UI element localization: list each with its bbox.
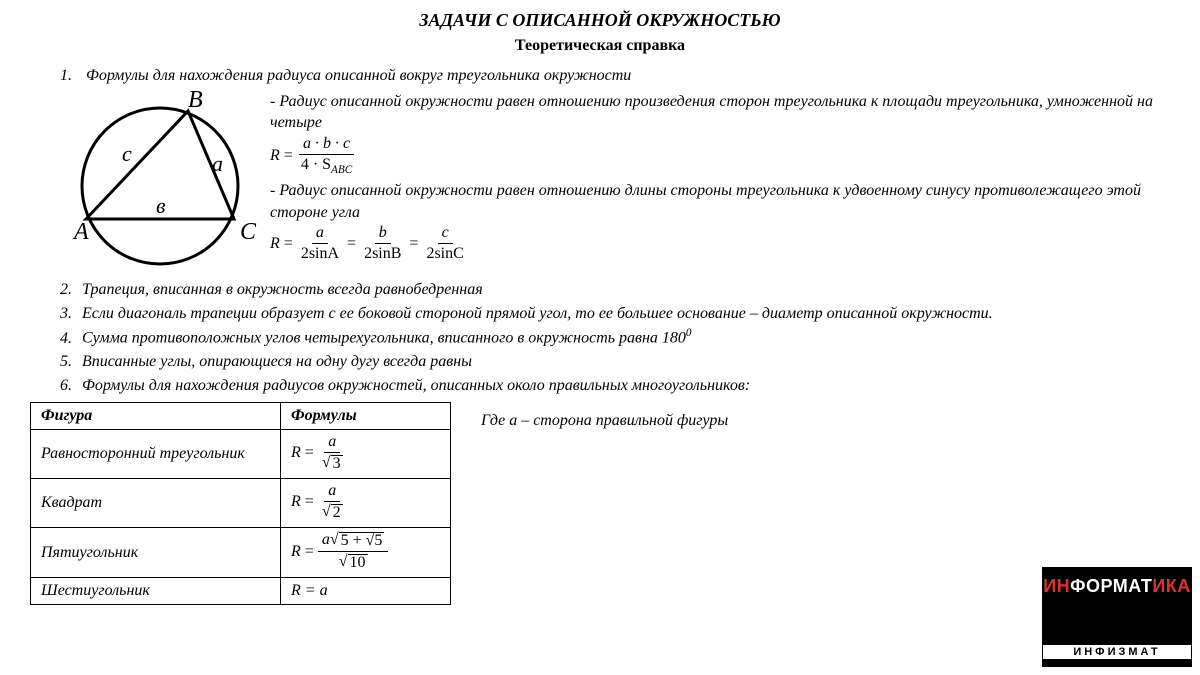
svg-text:C: C <box>240 219 257 245</box>
formula-sines: R = a2sinA = b2sinB = c2sinC <box>270 225 1170 262</box>
logo-line: ИНФОРМАТИКА <box>1043 576 1191 597</box>
svg-text:B: B <box>188 91 203 113</box>
degree-symbol: 0 <box>686 327 692 339</box>
item-number: 6. <box>60 375 82 397</box>
figure-name: Пятиугольник <box>31 528 281 578</box>
list-item: 4.Сумма противоположных углов четырехуго… <box>60 326 1170 349</box>
figure-formula: R = a2 <box>281 479 451 528</box>
item-text: Трапеция, вписанная в окружность всегда … <box>82 281 483 298</box>
svg-text:с: с <box>122 141 132 166</box>
figure-formula: R = a5 + √5 10 <box>281 528 451 578</box>
figure-name: Равносторонний треугольник <box>31 430 281 479</box>
item-number: 2. <box>60 279 82 301</box>
logo-subtitle: ИНФИЗМАТ <box>1043 645 1191 659</box>
item-text: Если диагональ трапеции образует с ее бо… <box>82 305 993 322</box>
col-header: Фигура <box>31 403 281 430</box>
formulas-table: Фигура Формулы Равносторонний треугольни… <box>30 402 451 604</box>
document-body: 1. Формулы для нахождения радиуса описан… <box>30 65 1170 605</box>
svg-text:A: A <box>72 219 89 245</box>
item-number: 3. <box>60 303 82 325</box>
item-number: 5. <box>60 351 82 373</box>
figure-formula: R = a <box>281 578 451 605</box>
figure-caption-block: - Радиус описанной окружности равен отно… <box>270 91 1170 267</box>
page-title: ЗАДАЧИ С ОПИСАННОЙ ОКРУЖНОСТЬЮ <box>30 10 1170 31</box>
table-row: Квадрат R = a2 <box>31 479 451 528</box>
list-item: 1. Формулы для нахождения радиуса описан… <box>60 65 1170 277</box>
rule-text: - Радиус описанной окружности равен отно… <box>270 180 1170 223</box>
item-text: Формулы для нахождения радиусов окружнос… <box>82 377 750 394</box>
logo-line: ФИЗИКА <box>1074 597 1159 620</box>
watermark-logo: ИНФОРМАТИКА ФИЗИКА МАТЕМАТИКА ИНФИЗМАТ <box>1042 567 1192 667</box>
table-caption: Где а – сторона правильной фигуры <box>481 398 728 432</box>
rule-text: - Радиус описанной окружности равен отно… <box>270 91 1170 134</box>
svg-text:a: a <box>212 151 223 176</box>
logo-line: МАТЕМАТИКА <box>1054 620 1179 641</box>
figure-name: Квадрат <box>31 479 281 528</box>
list-item: 3.Если диагональ трапеции образует с ее … <box>60 303 1170 325</box>
item-text: Формулы для нахождения радиуса описанной… <box>86 67 631 84</box>
table-header-row: Фигура Формулы <box>31 403 451 430</box>
table-row: Равносторонний треугольник R = a3 <box>31 430 451 479</box>
figure-formula: R = a3 <box>281 430 451 479</box>
item-text: Вписанные углы, опирающиеся на одну дугу… <box>82 353 472 370</box>
col-header: Формулы <box>281 403 451 430</box>
list-item: 2.Трапеция, вписанная в окружность всегд… <box>60 279 1170 301</box>
table-row: Шестиугольник R = a <box>31 578 451 605</box>
list-item: 6.Формулы для нахождения радиусов окружн… <box>60 375 1170 397</box>
figure-name: Шестиугольник <box>31 578 281 605</box>
item-number: 1. <box>60 65 82 87</box>
item-text: Сумма противоположных углов четырехуголь… <box>82 330 686 347</box>
list-item: 5.Вписанные углы, опирающиеся на одну ду… <box>60 351 1170 373</box>
page-subtitle: Теоретическая справка <box>30 37 1170 55</box>
formula-area: R = a · b · c 4 · SABC <box>270 136 1170 176</box>
item-number: 4. <box>60 328 82 350</box>
svg-text:в: в <box>156 193 166 218</box>
table-row: Пятиугольник R = a5 + √5 10 <box>31 528 451 578</box>
triangle-inscribed-diagram: A B C с a в <box>60 91 260 278</box>
